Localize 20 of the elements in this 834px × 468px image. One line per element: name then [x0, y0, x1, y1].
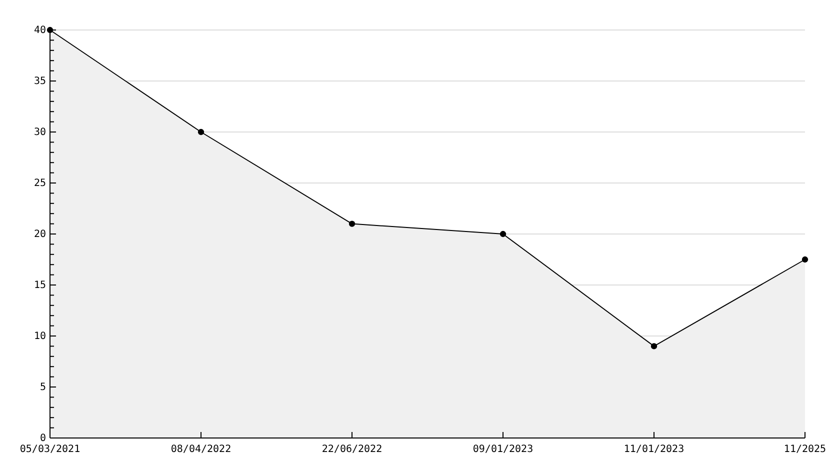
x-tick-label: 11/2025 [784, 444, 826, 456]
y-tick-label: 30 [34, 127, 46, 138]
y-tick-label: 0 [40, 433, 46, 444]
x-tick-label: 08/04/2022 [170, 444, 232, 456]
y-tick-label: 5 [40, 382, 46, 394]
point [650, 343, 658, 350]
y-tick-label: 40 [34, 25, 46, 36]
x-tick-label: 22/06/2022 [322, 444, 382, 456]
point [802, 256, 808, 263]
point [348, 220, 356, 227]
y-tick-label: 35 [34, 76, 46, 88]
x-tick-label: 09/01/2023 [472, 444, 534, 456]
y-tick-label: 10 [34, 331, 46, 342]
point [198, 128, 204, 136]
point [500, 230, 506, 238]
y-tick-label: 20 [34, 229, 46, 240]
x-tick-label: 11/01/2023 [624, 444, 684, 456]
y-tick-label: 25 [34, 178, 46, 190]
y-tick-label: 15 [34, 280, 46, 292]
x-tick-label: 05/03/2021 [20, 444, 80, 456]
